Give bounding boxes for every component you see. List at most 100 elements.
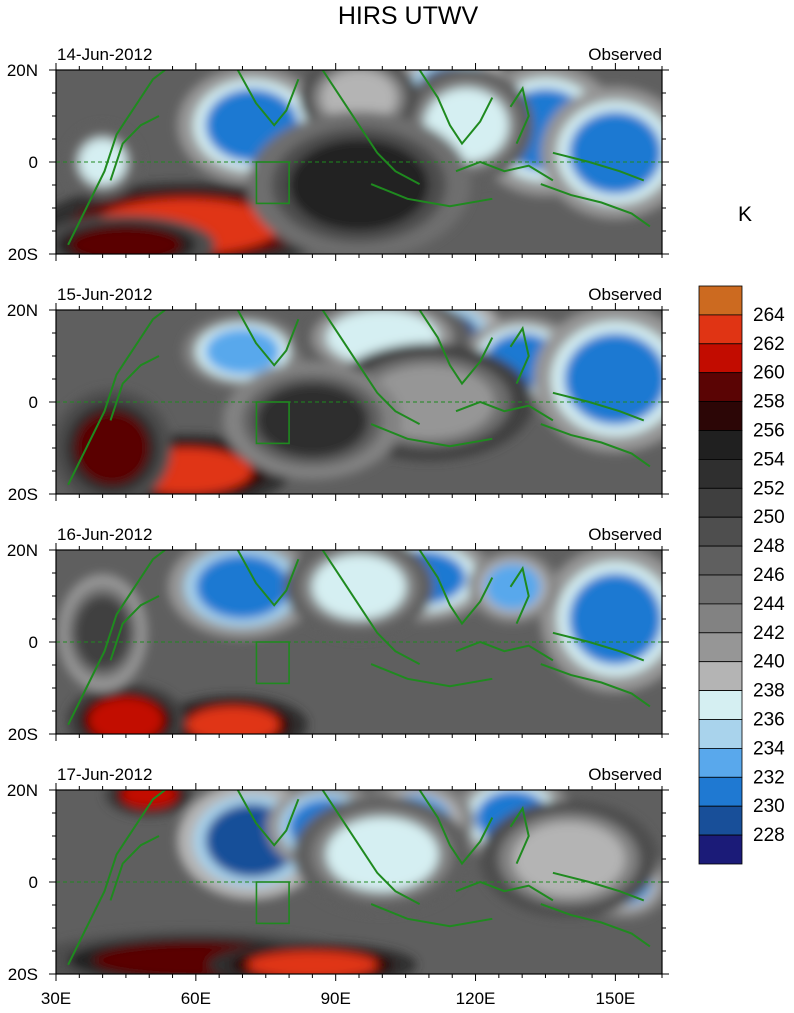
contour-blob xyxy=(484,563,541,610)
coastline xyxy=(370,663,493,688)
coastline xyxy=(109,595,160,661)
colorbar: K 228 230 232 234 236 238 240 242 244 246 248 250 25… xyxy=(698,203,785,865)
colorbar-swatch xyxy=(698,776,743,807)
contour-blob xyxy=(321,70,397,126)
coastline xyxy=(509,805,530,865)
coastline xyxy=(418,790,494,866)
colorbar-swatch xyxy=(698,719,743,749)
panel-date-label: 16-Jun-2012 xyxy=(57,525,152,544)
x-tick-label: 120E xyxy=(456,989,496,1008)
contour-blob xyxy=(289,139,429,231)
coastline xyxy=(321,310,421,425)
coastline xyxy=(370,183,493,208)
colorbar-level-label: 258 xyxy=(753,392,785,413)
coastline xyxy=(552,871,645,902)
coastlines xyxy=(67,70,651,246)
x-tick-label: 30E xyxy=(41,989,71,1008)
colorbar-level-label: 256 xyxy=(753,421,785,442)
field xyxy=(56,790,662,974)
coastline xyxy=(67,70,166,246)
colorbar-level-label: 252 xyxy=(753,478,785,499)
colorbar-level-label: 234 xyxy=(753,738,785,759)
panel-2: 15-Jun-2012 Observed 20N 0 20S xyxy=(7,285,669,504)
contour-blob xyxy=(88,697,164,734)
colorbar-level-label: 240 xyxy=(753,652,785,673)
colorbar-swatch xyxy=(698,690,743,720)
contour-blob xyxy=(312,554,406,619)
colorbar-level-label: 238 xyxy=(753,681,785,702)
coastline xyxy=(321,70,421,185)
colorbar-swatch xyxy=(698,430,743,460)
contour-blob xyxy=(568,111,662,195)
field xyxy=(56,70,662,254)
coastline xyxy=(552,631,645,662)
coastline xyxy=(67,310,166,486)
coastline xyxy=(455,160,554,182)
coastline xyxy=(370,423,493,448)
coastline xyxy=(540,663,651,708)
panel-3: 16-Jun-2012 Observed 20N 0 20S xyxy=(7,525,669,744)
contour-blob xyxy=(247,951,378,974)
coastline xyxy=(540,183,651,228)
contour-blob xyxy=(74,411,150,485)
coastline xyxy=(540,423,651,468)
panel-status-label: Observed xyxy=(588,285,662,304)
contour-blob xyxy=(205,328,280,375)
contour-blob xyxy=(121,790,178,809)
panel-status-label: Observed xyxy=(588,45,662,64)
panel-date-label: 14-Jun-2012 xyxy=(57,45,152,64)
coastline xyxy=(540,903,651,948)
contour-blob xyxy=(568,573,662,665)
coastline xyxy=(321,790,421,905)
colorbar-swatch xyxy=(698,574,743,605)
field xyxy=(56,310,662,494)
colorbar-level-label: 264 xyxy=(753,305,785,326)
y-tick-label: 20N xyxy=(7,541,38,560)
colorbar-swatch xyxy=(698,748,743,778)
colorbar-level-label: 244 xyxy=(753,594,785,615)
field xyxy=(56,550,662,734)
colorbar-level-label: 248 xyxy=(753,536,785,557)
colorbar-swatch xyxy=(698,458,743,489)
colorbar-swatch xyxy=(698,632,743,663)
coastline xyxy=(109,835,160,901)
coastline xyxy=(455,880,554,902)
colorbar-swatch xyxy=(698,487,743,518)
contour-blob xyxy=(70,226,182,254)
y-tick-label: 0 xyxy=(29,633,38,652)
panel-status-label: Observed xyxy=(588,525,662,544)
coastline xyxy=(109,355,160,421)
coastline xyxy=(418,70,494,146)
coastline xyxy=(67,550,166,726)
contour-blob xyxy=(512,822,625,896)
coastlines xyxy=(67,790,651,966)
coastline xyxy=(552,391,645,422)
colorbar-swatch xyxy=(698,314,743,345)
colorbar-level-label: 242 xyxy=(753,623,785,644)
y-tick-label: 0 xyxy=(29,153,38,172)
contour-blob xyxy=(79,139,126,185)
coastlines xyxy=(67,310,651,486)
colorbar-level-label: 246 xyxy=(753,565,785,586)
coastline xyxy=(321,550,421,665)
panel-1: 14-Jun-2012 Observed 20N 0 20S xyxy=(7,45,669,264)
contour-blob xyxy=(186,706,280,734)
coastline xyxy=(418,550,494,626)
colorbar-level-label: 260 xyxy=(753,363,785,384)
coastline xyxy=(509,85,530,145)
colorbar-swatch xyxy=(698,516,743,547)
coastline xyxy=(455,640,554,662)
coastline xyxy=(67,790,166,966)
colorbar-level-label: 236 xyxy=(753,710,785,731)
contour-blob xyxy=(195,554,290,619)
contour-blob xyxy=(326,817,439,892)
region-box xyxy=(255,881,290,925)
panel-status-label: Observed xyxy=(588,765,662,784)
colorbar-level-label: 230 xyxy=(753,796,785,817)
colorbar-swatch xyxy=(698,834,743,865)
coastline xyxy=(236,310,300,367)
y-tick-label: 20S xyxy=(8,245,38,264)
y-tick-label: 20N xyxy=(7,61,38,80)
region-box xyxy=(255,161,290,205)
